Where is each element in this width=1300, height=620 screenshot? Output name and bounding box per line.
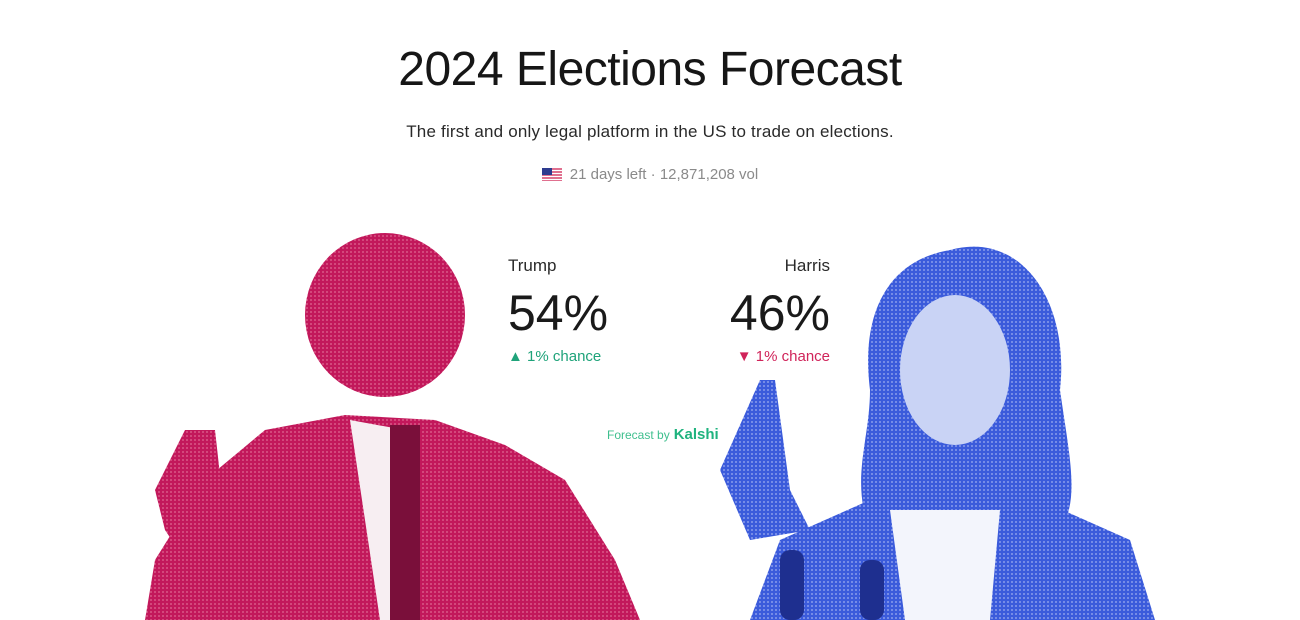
- market-meta: 21 days left · 12,871,208 vol: [0, 166, 1300, 183]
- forecast-attribution[interactable]: Forecast by Kalshi: [607, 426, 719, 443]
- days-left: 21 days left: [569, 166, 647, 183]
- page-subtitle: The first and only legal platform in the…: [406, 122, 894, 141]
- change-text: 1% chance: [527, 348, 602, 365]
- us-flag-icon: [541, 168, 562, 181]
- forecast-label: Forecast by: [607, 428, 670, 442]
- change-text: 1% chance: [755, 348, 830, 365]
- kalshi-logo: Kalshi: [673, 426, 719, 443]
- trump-portrait: [145, 233, 640, 620]
- candidate-percent: 54%: [508, 285, 609, 341]
- harris-portrait: [720, 246, 1155, 620]
- change-indicator: ▼ 1% chance: [700, 348, 830, 365]
- candidate-name: Trump: [508, 256, 557, 275]
- triangle-down-icon: ▼: [736, 348, 752, 365]
- candidate-name: Harris: [784, 256, 830, 275]
- candidate-trump[interactable]: Trump 54% ▲ 1% chance: [508, 256, 608, 365]
- separator: ·: [650, 166, 656, 183]
- page-title: 2024 Elections Forecast: [398, 43, 902, 96]
- candidate-percent: 46%: [729, 285, 830, 341]
- change-indicator: ▲ 1% chance: [508, 348, 608, 365]
- candidate-harris[interactable]: Harris 46% ▼ 1% chance: [700, 256, 830, 365]
- volume: 12,871,208 vol: [659, 166, 759, 183]
- triangle-up-icon: ▲: [508, 348, 523, 365]
